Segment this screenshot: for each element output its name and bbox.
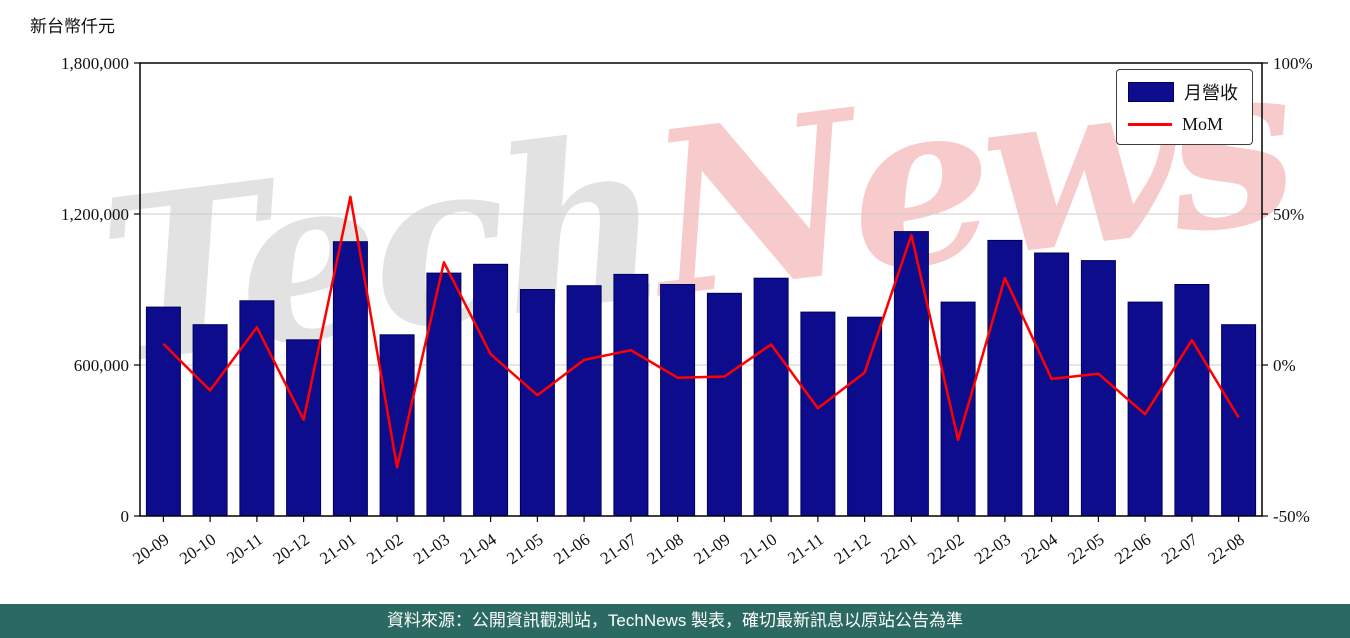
y-left-tick-label: 0 (121, 507, 130, 526)
y-left-tick-label: 1,800,000 (61, 54, 129, 73)
x-tick-label-22-06: 22-06 (1111, 530, 1154, 568)
bar-22-03 (987, 239, 1023, 517)
footer-source-note: 資料來源：公開資訊觀測站，TechNews 製表，確切最新訊息以原站公告為準 (0, 604, 1350, 638)
x-tick-label-21-10: 21-10 (737, 530, 780, 568)
bar-22-05 (1080, 260, 1116, 517)
x-tick-label-22-01: 22-01 (877, 530, 920, 568)
x-tick-label-21-08: 21-08 (643, 530, 686, 568)
x-tick-label-21-05: 21-05 (503, 530, 546, 568)
x-tick-label-22-07: 22-07 (1158, 529, 1202, 568)
x-tick-label-21-03: 21-03 (410, 530, 453, 568)
x-tick-label-22-04: 22-04 (1017, 529, 1061, 568)
bar-21-01 (332, 241, 368, 517)
y-left-tick-label: 600,000 (74, 356, 129, 375)
mom-line-swatch (1128, 123, 1172, 126)
bar-21-09 (706, 292, 742, 517)
x-tick-label-21-12: 21-12 (830, 530, 873, 568)
bar-22-02 (940, 301, 976, 517)
mom-line (162, 195, 1240, 469)
x-tick-label-20-09: 20-09 (129, 530, 172, 568)
bar-21-06 (566, 285, 602, 517)
x-tick-label-22-03: 22-03 (971, 530, 1014, 568)
x-tick-label-22-05: 22-05 (1064, 530, 1107, 568)
x-tick-label-22-08: 22-08 (1204, 530, 1247, 568)
plot-border (139, 62, 1263, 517)
x-tick-label-21-04: 21-04 (456, 529, 500, 568)
bar-21-04 (473, 263, 509, 517)
x-tick-label-20-12: 20-12 (269, 530, 312, 568)
bar-21-05 (519, 289, 555, 517)
bar-22-01 (893, 231, 929, 517)
bar-22-06 (1127, 301, 1163, 517)
bar-21-11 (800, 311, 836, 517)
bar-21-08 (660, 284, 696, 517)
bar-21-10 (753, 277, 789, 517)
x-tick-label-21-01: 21-01 (316, 530, 359, 568)
x-tick-label-20-10: 20-10 (176, 530, 219, 568)
bar-21-12 (847, 316, 883, 517)
x-tick-label-20-11: 20-11 (223, 530, 266, 568)
legend-item-revenue: 月營收 (1128, 79, 1238, 105)
bar-20-10 (192, 324, 228, 517)
legend: 月營收 MoM (1116, 69, 1253, 145)
x-tick-label-22-02: 22-02 (924, 530, 967, 568)
x-tick-label-21-06: 21-06 (550, 530, 593, 568)
legend-label-revenue: 月營收 (1184, 83, 1238, 103)
x-tick-label-21-02: 21-02 (363, 530, 406, 568)
bar-22-08 (1221, 324, 1257, 517)
revenue-bar-swatch (1128, 82, 1174, 102)
bar-20-11 (239, 300, 275, 517)
y-right-tick-label: 100% (1273, 54, 1313, 73)
x-tick-label-21-11: 21-11 (784, 530, 827, 568)
x-tick-label-21-07: 21-07 (597, 529, 641, 568)
bar-21-07 (613, 273, 649, 517)
y-axis-unit-label: 新台幣仟元 (30, 17, 115, 36)
bar-22-07 (1174, 284, 1210, 517)
bar-20-09 (145, 306, 181, 517)
legend-label-mom: MoM (1182, 114, 1224, 134)
y-right-tick-label: 50% (1273, 205, 1304, 224)
legend-item-mom: MoM (1128, 114, 1238, 135)
y-right-tick-label: 0% (1273, 356, 1296, 375)
bar-21-02 (379, 334, 415, 517)
x-tick-label-21-09: 21-09 (690, 530, 733, 568)
y-right-tick-label: -50% (1273, 507, 1310, 526)
bar-22-04 (1034, 252, 1070, 517)
y-left-tick-label: 1,200,000 (61, 205, 129, 224)
